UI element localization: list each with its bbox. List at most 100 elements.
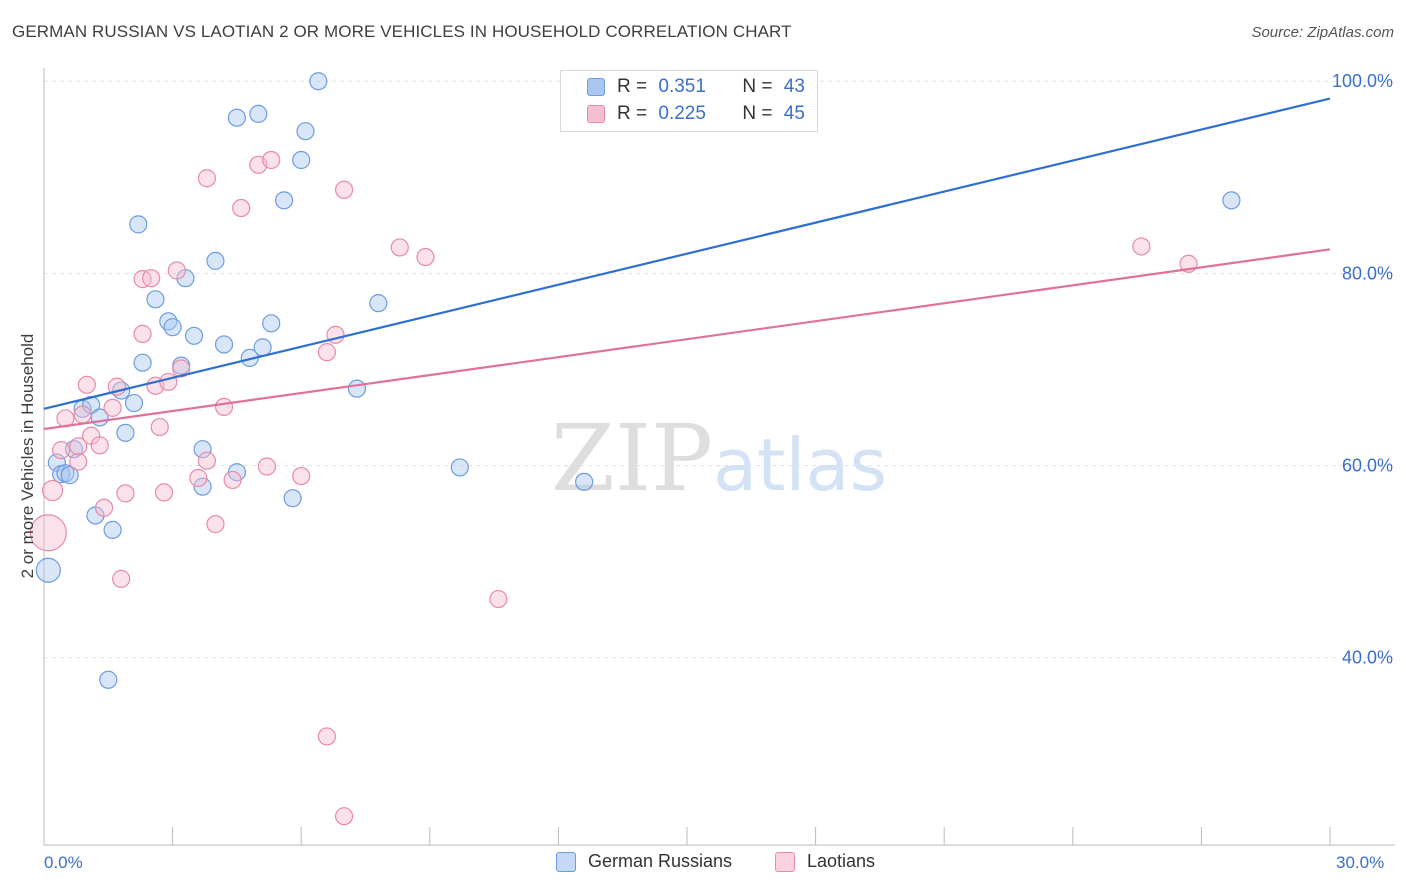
data-point bbox=[154, 483, 174, 502]
data-point bbox=[124, 393, 144, 413]
data-point bbox=[172, 359, 191, 378]
grid-lines bbox=[44, 80, 1395, 659]
stats-legend-row-german-russians: R = 0.351 N = 43 bbox=[587, 75, 805, 99]
data-point bbox=[223, 470, 242, 490]
r-value: 0.225 bbox=[658, 103, 706, 124]
data-point bbox=[116, 423, 135, 442]
x-tick-min: 0.0% bbox=[44, 853, 83, 872]
data-point bbox=[227, 108, 246, 127]
data-point bbox=[292, 150, 311, 170]
data-point bbox=[189, 468, 208, 488]
series-german-russians bbox=[35, 72, 1241, 689]
y-tick-labels: 100.0% 80.0% 60.0% 40.0% bbox=[1332, 71, 1393, 667]
stats-legend-row-laotians: R = 0.225 N = 45 bbox=[587, 102, 805, 126]
y-tick-label: 80.0% bbox=[1342, 263, 1393, 283]
data-point bbox=[296, 122, 315, 141]
data-point bbox=[103, 520, 122, 539]
data-point bbox=[69, 437, 88, 456]
y-tick-label: 60.0% bbox=[1342, 456, 1393, 476]
data-point bbox=[317, 343, 337, 362]
data-point bbox=[146, 290, 165, 309]
data-point bbox=[129, 215, 148, 234]
source-credit: Source: ZipAtlas.com bbox=[1251, 24, 1394, 41]
legend-item-laotians[interactable]: Laotians bbox=[775, 851, 875, 872]
data-point bbox=[262, 314, 281, 333]
data-point bbox=[214, 335, 234, 354]
data-point bbox=[77, 375, 96, 394]
data-point bbox=[214, 397, 234, 417]
r-label: R = bbox=[617, 103, 648, 124]
data-point bbox=[167, 261, 186, 280]
watermark-zip: ZIP bbox=[551, 405, 713, 512]
data-point bbox=[52, 441, 71, 460]
n-value: 43 bbox=[783, 76, 805, 97]
data-point bbox=[334, 807, 354, 826]
data-point bbox=[283, 489, 302, 508]
trend-layer bbox=[43, 97, 1331, 431]
data-point bbox=[390, 238, 409, 257]
r-value: 0.351 bbox=[658, 76, 706, 97]
data-point bbox=[1132, 237, 1151, 256]
data-point bbox=[249, 104, 268, 123]
trend-line bbox=[43, 97, 1331, 410]
data-point bbox=[334, 180, 354, 199]
legend-item-german-russians[interactable]: German Russians bbox=[556, 851, 732, 872]
x-tick-max: 30.0% bbox=[1336, 853, 1385, 872]
data-point bbox=[262, 150, 281, 170]
watermark: ZIP atlas bbox=[551, 405, 887, 512]
data-point bbox=[292, 466, 311, 486]
data-point bbox=[253, 338, 272, 357]
legend-label: German Russians bbox=[588, 851, 733, 871]
data-point bbox=[257, 457, 277, 476]
data-point bbox=[116, 484, 135, 503]
data-point bbox=[94, 498, 114, 517]
data-point bbox=[206, 515, 225, 534]
axes bbox=[43, 68, 1395, 846]
y-axis-label: 2 or more Vehicles in Household bbox=[18, 333, 37, 579]
data-point bbox=[133, 324, 152, 343]
data-point bbox=[99, 670, 118, 689]
data-point bbox=[73, 405, 92, 424]
data-point bbox=[347, 379, 367, 398]
data-point bbox=[150, 417, 169, 437]
data-point bbox=[103, 398, 122, 417]
stats-legend: R = 0.351 N = 43 R = 0.225 N = 45 bbox=[560, 70, 818, 132]
legend-swatch-laotians bbox=[775, 851, 795, 872]
data-point bbox=[41, 479, 64, 502]
series-legend: German Russians Laotians bbox=[0, 851, 1406, 877]
n-value: 45 bbox=[783, 103, 805, 124]
watermark-atlas: atlas bbox=[713, 423, 887, 507]
n-label: N = bbox=[742, 76, 773, 97]
data-point bbox=[184, 326, 204, 345]
data-point bbox=[69, 452, 88, 471]
data-point bbox=[206, 251, 225, 270]
data-point bbox=[317, 727, 337, 746]
data-point bbox=[416, 247, 435, 267]
data-point bbox=[142, 269, 161, 288]
data-point bbox=[112, 569, 131, 588]
data-point bbox=[60, 466, 79, 485]
legend-swatch-german-russians bbox=[556, 851, 576, 872]
data-point bbox=[575, 472, 594, 491]
data-point bbox=[35, 557, 61, 583]
data-point bbox=[159, 372, 178, 392]
data-point bbox=[29, 514, 67, 552]
y-tick-label: 40.0% bbox=[1342, 648, 1393, 668]
data-point bbox=[232, 198, 251, 218]
legend-swatch-pink bbox=[587, 105, 605, 123]
data-point bbox=[197, 169, 216, 188]
r-label: R = bbox=[617, 76, 648, 97]
data-point bbox=[193, 477, 212, 496]
series-laotians bbox=[29, 150, 1198, 826]
data-point bbox=[193, 440, 212, 459]
data-point bbox=[1222, 191, 1241, 210]
data-point bbox=[309, 72, 328, 91]
data-point bbox=[369, 294, 388, 313]
chart-title: GERMAN RUSSIAN VS LAOTIAN 2 OR MORE VEHI… bbox=[12, 22, 792, 41]
data-point bbox=[163, 318, 182, 337]
data-point bbox=[489, 589, 508, 609]
data-point bbox=[450, 458, 469, 477]
trend-line bbox=[43, 248, 1331, 431]
n-label: N = bbox=[742, 103, 773, 124]
